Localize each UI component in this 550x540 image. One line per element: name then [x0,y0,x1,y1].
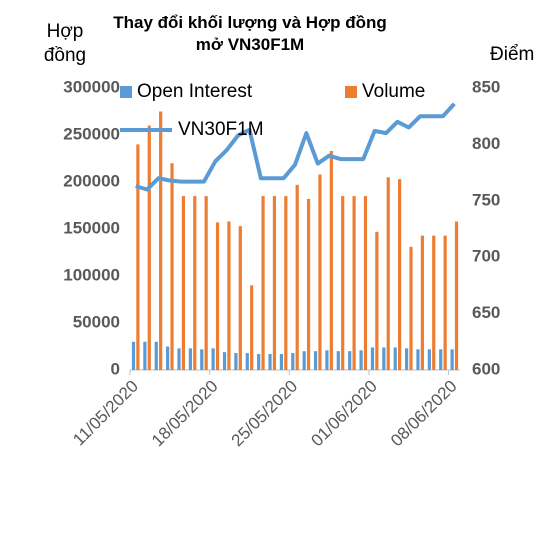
bar [306,198,311,370]
bar [295,184,299,370]
bar [404,348,409,370]
bar [318,174,322,370]
bar [313,351,318,370]
bar [427,349,431,370]
bar [363,196,368,370]
bar [136,144,140,370]
bar [188,348,192,370]
bar [341,196,345,370]
bar [238,226,242,370]
bar [325,350,329,370]
bar [257,354,261,370]
chart-title: Thay đổi khối lượng và Hợp đồng mở VN30F… [113,13,387,54]
bar [348,351,352,370]
bar [245,353,249,370]
y-tick-label: 300000 [63,77,120,96]
bar [279,354,284,370]
bar [154,341,158,370]
legend-label: Volume [362,81,425,102]
x-tick-label: 01/06/2020 [307,377,381,451]
bar [443,235,447,370]
bar [170,163,174,370]
bar [450,349,454,370]
bar [250,285,254,370]
y-tick-label: 250000 [63,124,120,143]
y2-tick-label: 850 [472,77,500,96]
bar [131,341,136,370]
line [135,102,456,192]
y2-tick-label: 700 [472,247,500,266]
y-tick-label: 200000 [63,171,120,190]
bar [370,347,375,370]
y-tick-label: 150000 [63,218,120,237]
bar [454,221,459,370]
bar [393,347,397,370]
bar [336,351,340,370]
bar [375,231,379,370]
bar [181,196,186,370]
bar [329,150,333,370]
x-tick-label: 18/05/2020 [148,377,222,451]
bar [227,221,231,370]
y2-tick-label: 800 [472,134,500,153]
y-tick-label: 50000 [73,312,120,331]
bar [177,348,181,370]
bar [272,196,277,370]
bar [386,177,390,370]
bar [204,196,208,370]
legend-swatch [345,86,357,98]
y-tick-label: 0 [111,359,120,378]
y2-tick-label: 750 [472,190,500,209]
bar [193,196,197,370]
bar [261,196,265,370]
y-tick-label: 100000 [63,265,120,284]
bar [352,196,356,370]
bar [215,222,220,370]
bar [382,347,386,370]
y2-tick-label: 600 [472,359,500,378]
bar [268,354,272,370]
x-tick-label: 25/05/2020 [228,377,302,451]
bar [284,196,288,370]
y2-axis-title: Điểm [490,44,535,65]
y2-tick-label: 650 [472,303,500,322]
y-axis-title: Hợp đồng [43,21,87,66]
bar [234,353,238,370]
bar [222,352,227,370]
bar [291,353,295,370]
bar [159,111,163,370]
bar [432,235,436,370]
bar [143,341,147,370]
bar [439,349,443,370]
bar [398,179,402,370]
bar [409,246,413,370]
bar [359,350,363,370]
legend-label: Open Interest [137,81,253,102]
bar [147,125,151,370]
legend-label: VN30F1M [178,119,264,140]
bar [211,348,215,370]
x-tick-label: 08/06/2020 [387,377,461,451]
bar [302,351,306,370]
bar [166,346,170,370]
bar [416,349,420,370]
x-tick-label: 11/05/2020 [69,377,142,450]
bar [200,349,204,370]
bar [420,235,424,370]
legend-swatch [120,86,132,98]
